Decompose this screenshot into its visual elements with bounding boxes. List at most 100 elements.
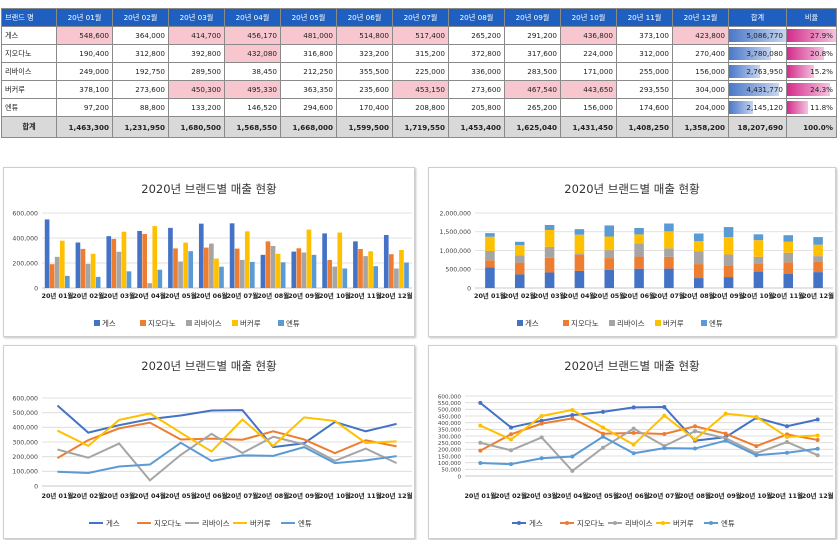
y-tick-label: 1,000,000 (440, 248, 472, 255)
series-marker (631, 451, 636, 456)
stacked-bar-segment (783, 252, 794, 263)
bar (291, 251, 297, 288)
y-tick-label: 0 (457, 474, 461, 480)
stacked-bar-segment (783, 262, 794, 275)
value-cell: 212,250 (280, 62, 337, 81)
x-tick-label: 20년 06월 (618, 491, 650, 500)
stacked-bar-segment (693, 233, 704, 242)
series-marker (723, 411, 728, 416)
series-marker (478, 461, 483, 466)
bar (301, 252, 307, 288)
value-cell: 235,600 (336, 80, 393, 99)
stacked-bar-segment (514, 274, 525, 288)
line-marker-chart: 2020년 브랜드별 매출 현황 050,000100,000150,000200… (438, 359, 834, 528)
stacked-bar-segment (753, 271, 764, 288)
header-cell: 20년 10월 (560, 8, 617, 27)
stacked-bar-segment (604, 225, 615, 237)
stacked-bar-segment (753, 234, 764, 241)
bar (49, 264, 55, 288)
series-marker (662, 431, 667, 436)
stacked-bar-segment (604, 258, 615, 270)
value-cell: 378,100 (56, 80, 113, 99)
x-tick-label: 20년 11월 (771, 491, 803, 500)
stacked-bar-segment (574, 234, 585, 254)
series-marker (631, 442, 636, 447)
bar (168, 227, 173, 288)
legend-marker (661, 521, 665, 525)
bar (265, 241, 271, 288)
value-cell: 392,800 (168, 44, 225, 63)
x-tick-label: 20년 10월 (740, 491, 772, 500)
x-tick-label: 20년 08월 (679, 491, 711, 500)
ratio-data-bar (787, 83, 830, 96)
series-marker (509, 437, 513, 442)
value-cell: 156,000 (560, 98, 617, 117)
x-tick-label: 20년 07월 (227, 491, 259, 500)
sales-table: 브랜드 명 20년 01월 20년 02월 20년 03월 20년 04월 20… (1, 8, 837, 138)
series-marker (601, 434, 605, 439)
x-tick-label: 20년 07월 (227, 291, 259, 300)
stacked-bar-segment (813, 272, 823, 288)
header-cell: 20년 05월 (280, 8, 337, 27)
bar (358, 249, 363, 288)
total-value-cell: 1,568,550 (224, 116, 281, 138)
ratio-value: 11.8% (810, 103, 833, 112)
series-marker (539, 421, 544, 426)
value-cell: 224,000 (560, 44, 617, 63)
value-cell: 208,800 (392, 98, 449, 117)
bar (244, 231, 250, 288)
series-marker (662, 446, 667, 451)
table-row: 리바이스 249,000 192,750 289,500 38,450 212,250 35… (1, 62, 837, 81)
header-cell: 20년 02월 (112, 8, 169, 27)
y-tick-label: 500,000 (438, 408, 462, 414)
stacked-bar-segment (753, 240, 764, 257)
y-tick-label: 1,500,000 (440, 229, 472, 236)
stacked-bar-segment (693, 241, 704, 252)
series-line (56, 421, 397, 459)
series-line (479, 402, 818, 442)
value-cell: 467,540 (504, 80, 561, 99)
x-tick-label: 20년 03월 (103, 491, 135, 500)
table-row: 엔튜 97,200 88,800 133,200 146,520 294,600 170,4… (1, 98, 837, 117)
ratio-value: 27.9% (810, 31, 833, 40)
bar (80, 248, 86, 288)
stacked-bar-chart: 2020년 브랜드별 매출 현황 0 500,000 1,000,000 1,500,0… (440, 182, 835, 328)
y-tick-label: 550,000 (438, 401, 462, 407)
x-tick-label: 20년 02월 (495, 491, 527, 500)
chart-title: 2020년 브랜드별 매출 현황 (564, 182, 700, 196)
legend-label: 게스 (525, 318, 539, 328)
legend-marker (517, 521, 521, 525)
y-tick-label: 300,000 (12, 439, 38, 446)
legend-marker (709, 521, 713, 525)
series-marker (631, 405, 636, 410)
legend-label: 버커루 (673, 518, 694, 528)
chart-title: 2020년 브랜드별 매출 현황 (141, 182, 277, 196)
stacked-bar-segment (574, 254, 585, 271)
header-cell: 합계 (728, 8, 787, 27)
value-cell: 146,520 (224, 98, 281, 117)
bar (95, 276, 101, 288)
stacked-bar-segment (634, 243, 644, 257)
bar (394, 268, 399, 288)
series-marker (785, 450, 789, 455)
value-cell: 293,550 (616, 80, 673, 99)
x-tick-label: 20년 05월 (587, 491, 619, 500)
x-tick-label: 20년 02월 (72, 491, 104, 500)
series-marker (754, 453, 759, 458)
clustered-bar-chart: 2020년 브랜드별 매출 현황 0 200,000 400,000 600,000 20… (12, 182, 412, 328)
value-cell: 204,000 (672, 98, 729, 117)
stacked-bar-segment (485, 267, 495, 288)
legend-swatch (655, 320, 661, 326)
legend-swatch (232, 320, 238, 326)
stacked-bar-segment (604, 250, 615, 259)
bar (121, 231, 127, 288)
total-value-cell: 1,408,250 (616, 116, 673, 138)
value-cell: 88,800 (112, 98, 169, 117)
bar (90, 253, 96, 288)
x-tick-label: 20년 09월 (710, 491, 742, 500)
series-marker (478, 423, 483, 428)
value-cell: 316,800 (280, 44, 337, 63)
series-marker (631, 430, 636, 435)
series-marker (754, 444, 759, 449)
y-tick-label: 100,000 (438, 461, 462, 467)
